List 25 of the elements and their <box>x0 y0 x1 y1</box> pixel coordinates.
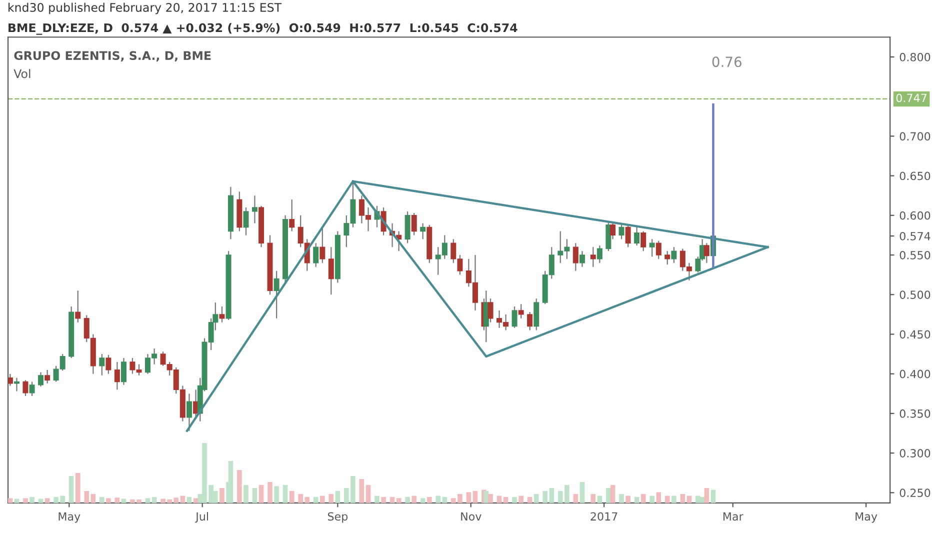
y-tick-label: 0.700 <box>900 132 930 141</box>
x-tick-label: Sep <box>328 512 348 523</box>
y-tick-label: 0.650 <box>900 172 930 180</box>
chart-title: Vol <box>14 69 30 78</box>
x-tick-label: 2017 <box>590 512 618 521</box>
y-tick-label: 0.550 <box>900 250 930 260</box>
y-tick-label: 0.600 <box>900 211 930 220</box>
x-tick-label: Mar <box>723 512 744 521</box>
x-tick-label: Jul <box>195 512 208 523</box>
ref-line-label: 0.747 <box>896 94 926 102</box>
y-tick-label: 0.574 <box>900 232 930 240</box>
x-tick-label: Nov <box>461 512 482 521</box>
y-tick-label: 0.500 <box>900 290 930 299</box>
y-tick-label: 0.450 <box>900 330 930 339</box>
y-tick-label: 0.350 <box>900 409 930 418</box>
annotation: 0.76 <box>712 56 742 68</box>
y-tick-label: 0.400 <box>900 370 930 378</box>
x-tick-label: May <box>58 512 80 523</box>
text: GRUPO EZENTIS, S.A., D, BME <box>14 51 211 62</box>
y-tick-label: 0.250 <box>900 488 930 498</box>
y-tick-label: 0.300 <box>900 449 930 458</box>
y-tick-label: 0.800 <box>900 52 930 62</box>
text: BME_DLY:EZE, D 0.574 ▲ +0.032 (+5.9%) O:0.549 H:0.577 L:0.545 C:0.574 <box>8 23 518 35</box>
text: knd30 published February 20, 2017 11:15 EST <box>8 2 282 14</box>
x-tick-label: May <box>856 512 878 523</box>
